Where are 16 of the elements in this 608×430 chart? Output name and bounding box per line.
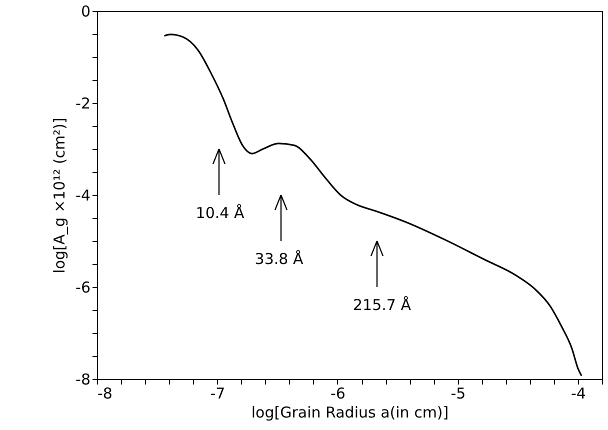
line-series	[164, 34, 582, 377]
annotation: 215.7 Å	[353, 296, 412, 314]
y-tick-label: -6	[76, 278, 90, 296]
y-tick-label: 0	[80, 2, 90, 20]
y-tick-label: -2	[76, 94, 90, 112]
y-tick-label: -4	[76, 186, 90, 204]
x-tick-label: -7	[210, 384, 226, 402]
x-tick-label: -8	[98, 384, 112, 402]
x-axis-title: log[Grain Radius a(in cm)]	[251, 404, 449, 422]
annotation: 10.4 Å	[196, 204, 245, 222]
x-tick-label: -4	[570, 384, 586, 402]
x-tick-label: -6	[330, 384, 346, 402]
x-tick-label: -5	[450, 384, 466, 402]
annotation: 33.8 Å	[254, 250, 304, 268]
y-tick-label: -8	[76, 370, 90, 388]
y-axis-title: log[A_g ×10¹² (cm²)]	[50, 118, 69, 274]
